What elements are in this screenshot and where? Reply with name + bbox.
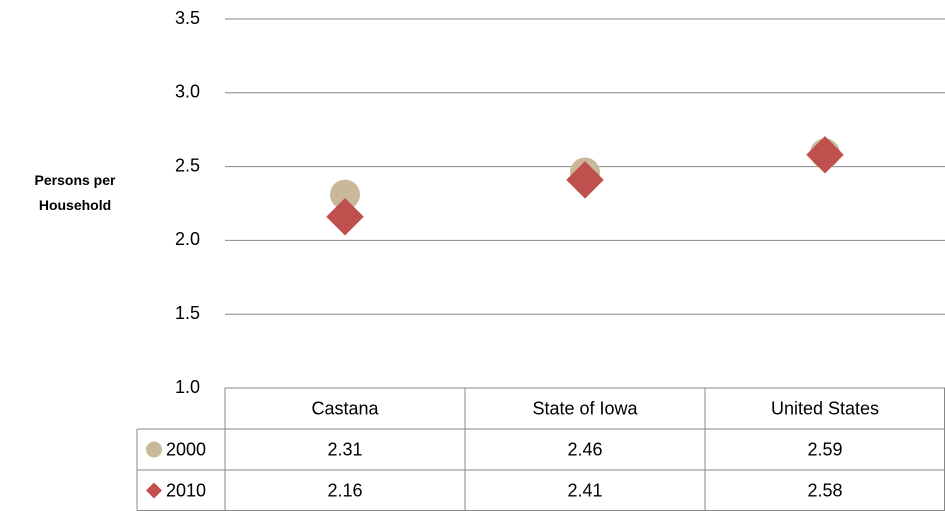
table-value: 2.16 (327, 480, 362, 500)
legend-label: 2010 (166, 480, 206, 500)
y-tick-label: 2.0 (175, 229, 200, 249)
table-value: 2.58 (807, 480, 842, 500)
y-tick-label: 3.0 (175, 82, 200, 102)
x-tick-label: Castana (311, 398, 379, 418)
legend-symbol (146, 482, 162, 499)
legend-label: 2000 (166, 439, 206, 459)
legend-symbol (146, 441, 162, 458)
marker-diamond (806, 136, 844, 174)
marker-circle (330, 179, 360, 210)
y-tick-label: 1.5 (175, 303, 200, 323)
table-value: 2.59 (807, 439, 842, 459)
marker-diamond (566, 161, 604, 199)
y-axis-label: Persons per Household (34, 172, 116, 213)
table-value: 2.41 (567, 480, 602, 500)
table-value: 2.46 (567, 439, 602, 459)
y-tick-label: 1.0 (175, 377, 200, 397)
y-tick-label: 2.5 (175, 155, 200, 175)
x-tick-label: State of Iowa (532, 398, 638, 418)
marker-diamond (326, 198, 364, 236)
y-tick-label: 3.5 (175, 8, 200, 28)
x-tick-label: United States (771, 398, 879, 418)
table-value: 2.31 (327, 439, 362, 459)
